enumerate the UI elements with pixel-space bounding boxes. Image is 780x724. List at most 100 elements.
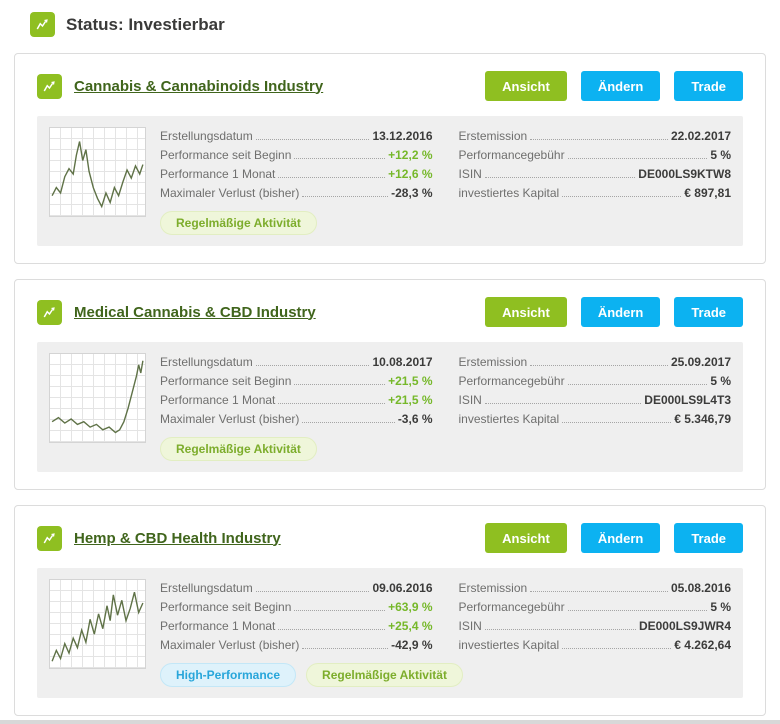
- field-label: Performance 1 Monat: [160, 167, 276, 181]
- field-label: Erstellungsdatum: [160, 581, 253, 595]
- dotted-leader: [255, 357, 370, 366]
- field-value: € 5.346,79: [674, 412, 731, 426]
- field-label: Maximaler Verlust (bisher): [160, 412, 300, 426]
- info-column-right: Erstemission 25.09.2017 Performancegebühr…: [459, 353, 732, 461]
- wikifolio-title-link[interactable]: Medical Cannabis & CBD Industry: [74, 303, 316, 321]
- dotted-leader: [294, 376, 386, 385]
- aendern-button[interactable]: Ändern: [580, 297, 661, 327]
- dotted-leader: [530, 357, 668, 366]
- field-value: 13.12.2016: [372, 129, 433, 143]
- mini-chart-thumbnail: [49, 127, 146, 217]
- info-row: Erstellungsdatum 09.06.2016: [160, 579, 433, 598]
- field-value: -28,3 %: [391, 186, 433, 200]
- dotted-leader: [294, 602, 386, 611]
- field-label: Performance 1 Monat: [160, 393, 276, 407]
- aendern-button[interactable]: Ändern: [580, 71, 661, 101]
- card-actions: Ansicht Ändern Trade: [485, 297, 743, 327]
- field-label: Performancegebühr: [458, 148, 565, 162]
- field-label: Erstellungsdatum: [160, 129, 253, 143]
- field-value: +12,6 %: [388, 167, 433, 181]
- field-label: ISIN: [458, 167, 482, 181]
- chart-arrow-icon: [30, 12, 55, 37]
- badge-row: Regelmäßige Aktivität: [160, 437, 433, 461]
- wikifolio-title-link[interactable]: Cannabis & Cannabinoids Industry: [74, 77, 324, 95]
- field-value: +21,5 %: [388, 374, 433, 388]
- field-label: Performance seit Beginn: [160, 374, 292, 388]
- field-value: 5 %: [710, 374, 731, 388]
- dotted-leader: [530, 131, 668, 140]
- status-badge: High-Performance: [160, 663, 297, 687]
- chart-arrow-icon: [37, 73, 62, 99]
- trade-button[interactable]: Trade: [674, 297, 743, 327]
- field-label: Erstellungsdatum: [160, 355, 253, 369]
- field-value: -3,6 %: [397, 412, 433, 426]
- field-value: +25,4 %: [388, 619, 433, 633]
- field-label: Erstemission: [458, 581, 528, 595]
- info-column-left: Erstellungsdatum 09.06.2016 Performance s…: [160, 579, 463, 687]
- info-panel: Erstellungsdatum 10.08.2017 Performance s…: [37, 342, 743, 472]
- dotted-leader: [278, 169, 386, 178]
- dotted-leader: [302, 414, 395, 423]
- info-row: investiertes Kapital € 4.262,64: [459, 636, 732, 655]
- field-label: Performance seit Beginn: [160, 600, 292, 614]
- field-value: -42,9 %: [391, 638, 433, 652]
- info-row: Performance seit Beginn +21,5 %: [160, 372, 433, 391]
- badge-row: High-Performance Regelmäßige Aktivität: [160, 663, 463, 687]
- trade-button[interactable]: Trade: [674, 71, 743, 101]
- info-panel: Erstellungsdatum 09.06.2016 Performance s…: [37, 568, 743, 698]
- info-row: Erstemission 22.02.2017: [459, 127, 732, 146]
- field-label: Maximaler Verlust (bisher): [160, 186, 300, 200]
- badge-row: Regelmäßige Aktivität: [160, 211, 433, 235]
- trade-button[interactable]: Trade: [674, 523, 743, 553]
- field-value: +63,9 %: [388, 600, 433, 614]
- dotted-leader: [567, 150, 708, 159]
- field-value: DE000LS9L4T3: [644, 393, 731, 407]
- ansicht-button[interactable]: Ansicht: [485, 71, 567, 101]
- field-label: investiertes Kapital: [458, 638, 560, 652]
- status-badge: Regelmäßige Aktivität: [306, 663, 463, 687]
- info-row: Erstemission 05.08.2016: [459, 579, 732, 598]
- dotted-leader: [302, 188, 389, 197]
- dotted-leader: [278, 395, 386, 404]
- info-row: Maximaler Verlust (bisher) -28,3 %: [160, 184, 433, 203]
- aendern-button[interactable]: Ändern: [580, 523, 661, 553]
- dotted-leader: [484, 621, 636, 630]
- info-row: Performancegebühr 5 %: [459, 598, 732, 617]
- status-badge: Regelmäßige Aktivität: [160, 437, 317, 461]
- dotted-leader: [567, 376, 708, 385]
- field-label: investiertes Kapital: [458, 412, 560, 426]
- dotted-leader: [278, 621, 386, 630]
- dotted-leader: [562, 640, 672, 649]
- field-label: Performancegebühr: [458, 600, 565, 614]
- info-row: ISIN DE000LS9JWR4: [459, 617, 732, 636]
- card-actions: Ansicht Ändern Trade: [485, 523, 743, 553]
- chart-arrow-icon: [37, 525, 62, 551]
- dotted-leader: [484, 395, 642, 404]
- info-panel: Erstellungsdatum 13.12.2016 Performance s…: [37, 116, 743, 246]
- dotted-leader: [562, 414, 672, 423]
- info-column-right: Erstemission 05.08.2016 Performancegebühr…: [459, 579, 732, 687]
- dotted-leader: [567, 602, 708, 611]
- dotted-leader: [484, 169, 636, 178]
- info-row: Performancegebühr 5 %: [459, 146, 732, 165]
- page-bottom-divider: [0, 720, 780, 724]
- field-label: Performance 1 Monat: [160, 619, 276, 633]
- ansicht-button[interactable]: Ansicht: [485, 297, 567, 327]
- info-columns: Erstellungsdatum 13.12.2016 Performance s…: [160, 127, 731, 235]
- info-row: Performance 1 Monat +25,4 %: [160, 617, 433, 636]
- ansicht-button[interactable]: Ansicht: [485, 523, 567, 553]
- field-value: 22.02.2017: [670, 129, 731, 143]
- card-header: Hemp & CBD Health Industry Ansicht Änder…: [37, 523, 743, 553]
- field-value: 25.09.2017: [670, 355, 731, 369]
- info-row: investiertes Kapital € 5.346,79: [459, 410, 732, 429]
- field-value: 5 %: [710, 148, 731, 162]
- mini-chart-thumbnail: [49, 579, 146, 669]
- field-label: ISIN: [458, 619, 482, 633]
- info-column-right: Erstemission 22.02.2017 Performancegebühr…: [459, 127, 732, 235]
- page-title: Status: Investierbar: [66, 14, 225, 34]
- wikifolio-title-link[interactable]: Hemp & CBD Health Industry: [74, 529, 281, 547]
- info-row: Performance seit Beginn +63,9 %: [160, 598, 433, 617]
- dotted-leader: [302, 640, 389, 649]
- field-label: Performancegebühr: [458, 374, 565, 388]
